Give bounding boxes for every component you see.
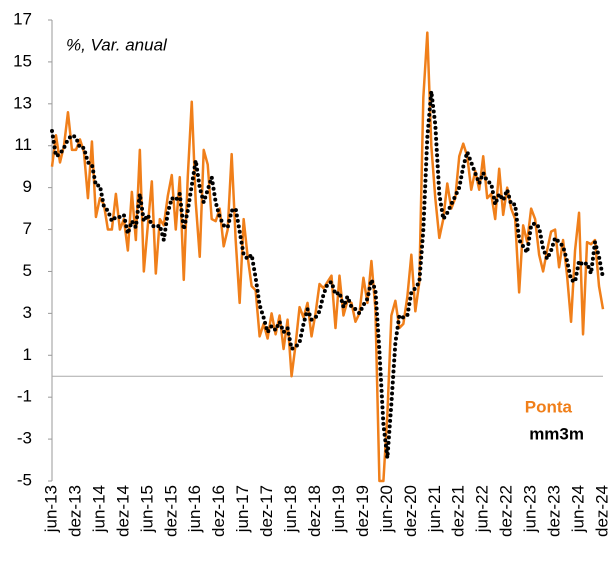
x-tick-label: dez-15 [161, 485, 180, 537]
legend-label: Ponta [525, 397, 573, 416]
y-tick-label: -5 [17, 470, 32, 489]
y-tick-label: 1 [23, 345, 32, 364]
x-tick-label: jun-22 [473, 485, 492, 533]
x-tick-label: jun-18 [281, 485, 300, 533]
y-tick-label: 3 [23, 303, 32, 322]
y-tick-label: 15 [13, 51, 32, 70]
annotation: %, Var. anual [66, 35, 168, 54]
x-tick-label: dez-22 [497, 485, 516, 537]
legend-label: mm3m [529, 424, 584, 443]
y-tick-label: 7 [23, 219, 32, 238]
y-tick-label: 5 [23, 261, 32, 280]
x-tick-label: dez-19 [353, 485, 372, 537]
x-tick-label: dez-18 [305, 485, 324, 537]
x-tick-label: jun-19 [329, 485, 348, 533]
x-tick-label: jun-16 [185, 485, 204, 533]
x-tick-label: dez-13 [65, 485, 84, 537]
x-tick-label: jun-17 [233, 485, 252, 533]
x-tick-label: dez-23 [545, 485, 564, 537]
x-tick-label: jun-15 [137, 485, 156, 533]
x-tick-label: dez-14 [113, 485, 132, 537]
x-tick-label: jun-24 [569, 485, 588, 533]
x-tick-label: jun-23 [521, 485, 540, 533]
x-tick-label: dez-20 [401, 485, 420, 537]
x-tick-label: dez-21 [449, 485, 468, 537]
y-tick-label: -3 [17, 429, 32, 448]
y-tick-label: 9 [23, 177, 32, 196]
x-tick-label: dez-16 [209, 485, 228, 537]
y-tick-label: 17 [13, 9, 32, 28]
x-tick-label: dez-24 [592, 485, 611, 537]
x-tick-label: jun-21 [425, 485, 444, 533]
series-line [50, 31, 605, 483]
x-tick-label: jun-13 [41, 485, 60, 533]
x-tick-label: jun-20 [377, 485, 396, 533]
series-line [50, 91, 605, 459]
y-tick-label: 13 [13, 93, 32, 112]
y-tick-label: 11 [14, 135, 32, 154]
y-tick-label: -1 [17, 387, 32, 406]
x-tick-label: dez-17 [257, 485, 276, 537]
x-tick-label: jun-14 [89, 485, 108, 533]
